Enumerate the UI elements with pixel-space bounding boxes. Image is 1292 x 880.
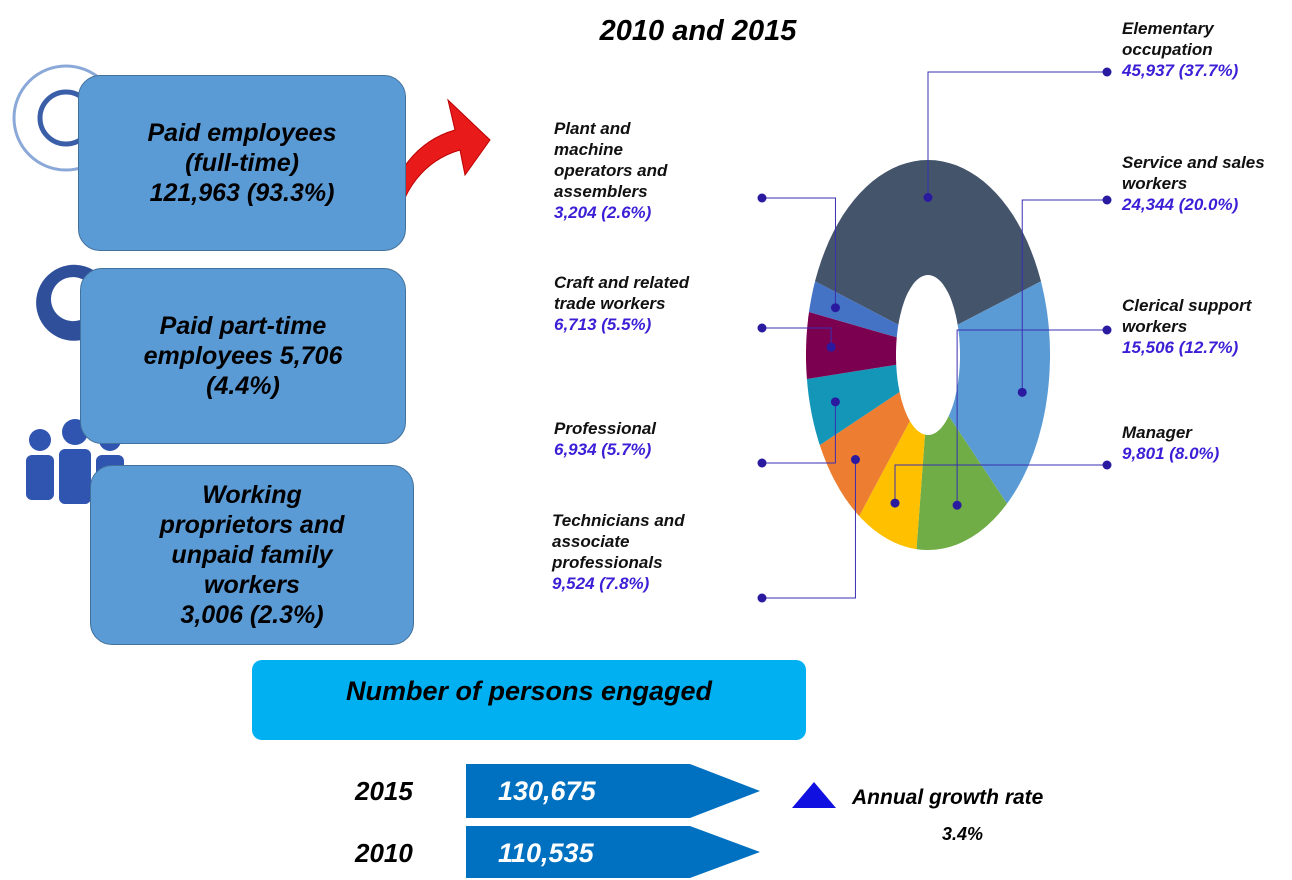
- value-label: 9,524 (7.8%): [552, 573, 722, 594]
- leader-dot: [1103, 196, 1112, 205]
- box-value: 121,963 (93.3%): [79, 178, 405, 208]
- leader-dot: [758, 194, 767, 203]
- year-value: 130,675: [498, 776, 596, 807]
- leader-dot: [1103, 326, 1112, 335]
- value-label: 3,204 (2.6%): [554, 202, 704, 223]
- leader-dot: [1103, 68, 1112, 77]
- value-label: 9,801 (8.0%): [1122, 443, 1292, 464]
- leader-dot: [758, 594, 767, 603]
- category-label: Plant and machine operators and assemble…: [554, 118, 704, 202]
- year: 2015: [355, 776, 413, 807]
- category-label: Craft and related trade workers: [554, 272, 729, 314]
- year-value: 110,535: [498, 838, 594, 869]
- category-label: Professional: [554, 418, 724, 439]
- leader-dot: [851, 455, 860, 464]
- segment-label: Plant and machine operators and assemble…: [554, 118, 704, 223]
- leader-dot: [1103, 461, 1112, 470]
- value-label: 6,713 (5.5%): [554, 314, 729, 335]
- leader-dot: [891, 499, 900, 508]
- leader-dot: [924, 193, 933, 202]
- box-value: (4.4%): [81, 371, 405, 401]
- category-label: Manager: [1122, 422, 1292, 443]
- leader-dot: [831, 397, 840, 406]
- leader-dot: [827, 343, 836, 352]
- box: Paid part-time employees 5,706(4.4%): [80, 268, 406, 444]
- page: 2010 and 2015 Paid employees (full-time)…: [0, 0, 1292, 880]
- value-label: 45,937 (37.7%): [1122, 60, 1282, 81]
- growth-triangle: [792, 782, 836, 808]
- value-label: 6,934 (5.7%): [554, 439, 724, 460]
- leader-dot: [953, 501, 962, 510]
- box-label: Paid employees (full-time): [79, 118, 405, 178]
- growth-label: Annual growth rate: [852, 786, 1043, 810]
- value-label: 24,344 (20.0%): [1122, 194, 1292, 215]
- category-label: Technicians and associate professionals: [552, 510, 722, 573]
- value-label: 15,506 (12.7%): [1122, 337, 1292, 358]
- leader-dot: [1018, 388, 1027, 397]
- box-label: Paid part-time employees 5,706: [81, 311, 405, 371]
- box: Working proprietors and unpaid family wo…: [90, 465, 414, 645]
- category-label: Elementary occupation: [1122, 18, 1282, 60]
- leader-dot: [758, 459, 767, 468]
- chart-title: 2010 and 2015: [599, 15, 798, 47]
- box: Paid employees (full-time)121,963 (93.3%…: [78, 75, 406, 251]
- box-label: Working proprietors and unpaid family wo…: [91, 480, 413, 600]
- year: 2010: [355, 838, 413, 869]
- leader-dot: [831, 303, 840, 312]
- persons-title: Number of persons engaged: [252, 676, 806, 707]
- leader-dot: [758, 324, 767, 333]
- box-value: 3,006 (2.3%): [91, 600, 413, 630]
- growth-value: 3.4%: [942, 824, 983, 845]
- category-label: Clerical support workers: [1122, 295, 1292, 337]
- category-label: Service and sales workers: [1122, 152, 1292, 194]
